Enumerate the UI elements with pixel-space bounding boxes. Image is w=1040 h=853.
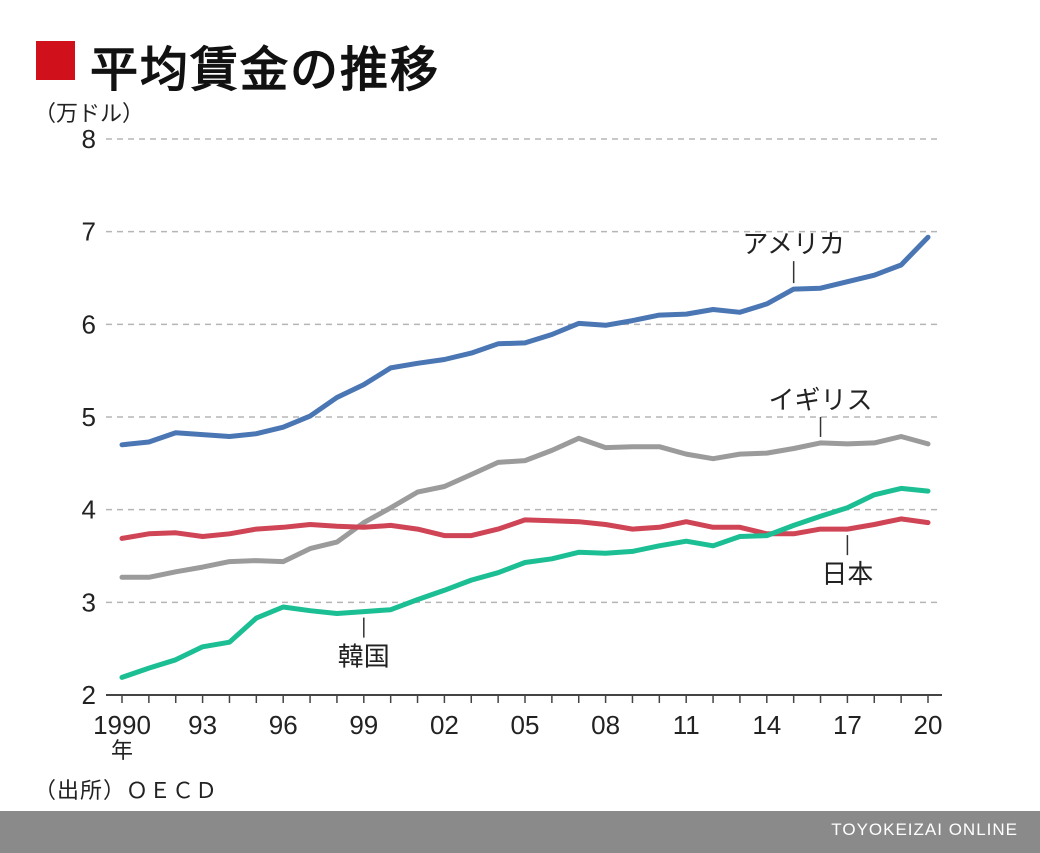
footer-bar: TOYOKEIZAI ONLINE: [0, 811, 1040, 853]
series-label: イギリス: [769, 385, 873, 415]
footer-brand: TOYOKEIZAI ONLINE: [831, 820, 1018, 839]
series-label: 韓国: [338, 642, 390, 672]
y-axis-unit: （万ドル）: [34, 102, 145, 127]
title-square-icon: [36, 41, 75, 80]
x-tick-label: 96: [269, 710, 298, 740]
series-label: 日本: [821, 559, 873, 589]
source-note: （出所）ＯＥＣＤ: [34, 779, 219, 804]
line-chart: 2 3 4 5 6 7 8 1990 93 96 99 02 05 08 11 14 17 20 年 アメリカイギリス…: [82, 124, 943, 763]
x-tick-label: 20: [914, 710, 943, 740]
chart-title: 平均賃金の推移: [90, 42, 441, 98]
x-tick-label: 99: [349, 710, 378, 740]
y-tick-label: 4: [82, 495, 96, 525]
y-tick-label: 3: [82, 587, 96, 617]
x-tick-label: 02: [430, 710, 459, 740]
y-tick-label: 2: [82, 680, 96, 710]
series-line: [119, 434, 931, 580]
series-label: アメリカ: [742, 229, 845, 259]
y-tick-label: 8: [82, 124, 96, 154]
series-line: [119, 516, 931, 541]
x-tick-label: 14: [752, 710, 781, 740]
y-tick-label: 6: [82, 309, 96, 339]
x-axis-suffix: 年: [111, 738, 133, 763]
y-tick-label: 7: [82, 217, 96, 247]
x-tick-label: 11: [673, 710, 700, 740]
series-line: [119, 234, 931, 448]
x-tick-label: 93: [188, 710, 217, 740]
series-line: [119, 485, 931, 680]
y-tick-label: 5: [82, 402, 96, 432]
x-tick-label: 17: [833, 710, 862, 740]
x-tick-label: 1990: [93, 710, 151, 740]
x-tick-label: 05: [511, 710, 540, 740]
x-tick-label: 08: [591, 710, 620, 740]
